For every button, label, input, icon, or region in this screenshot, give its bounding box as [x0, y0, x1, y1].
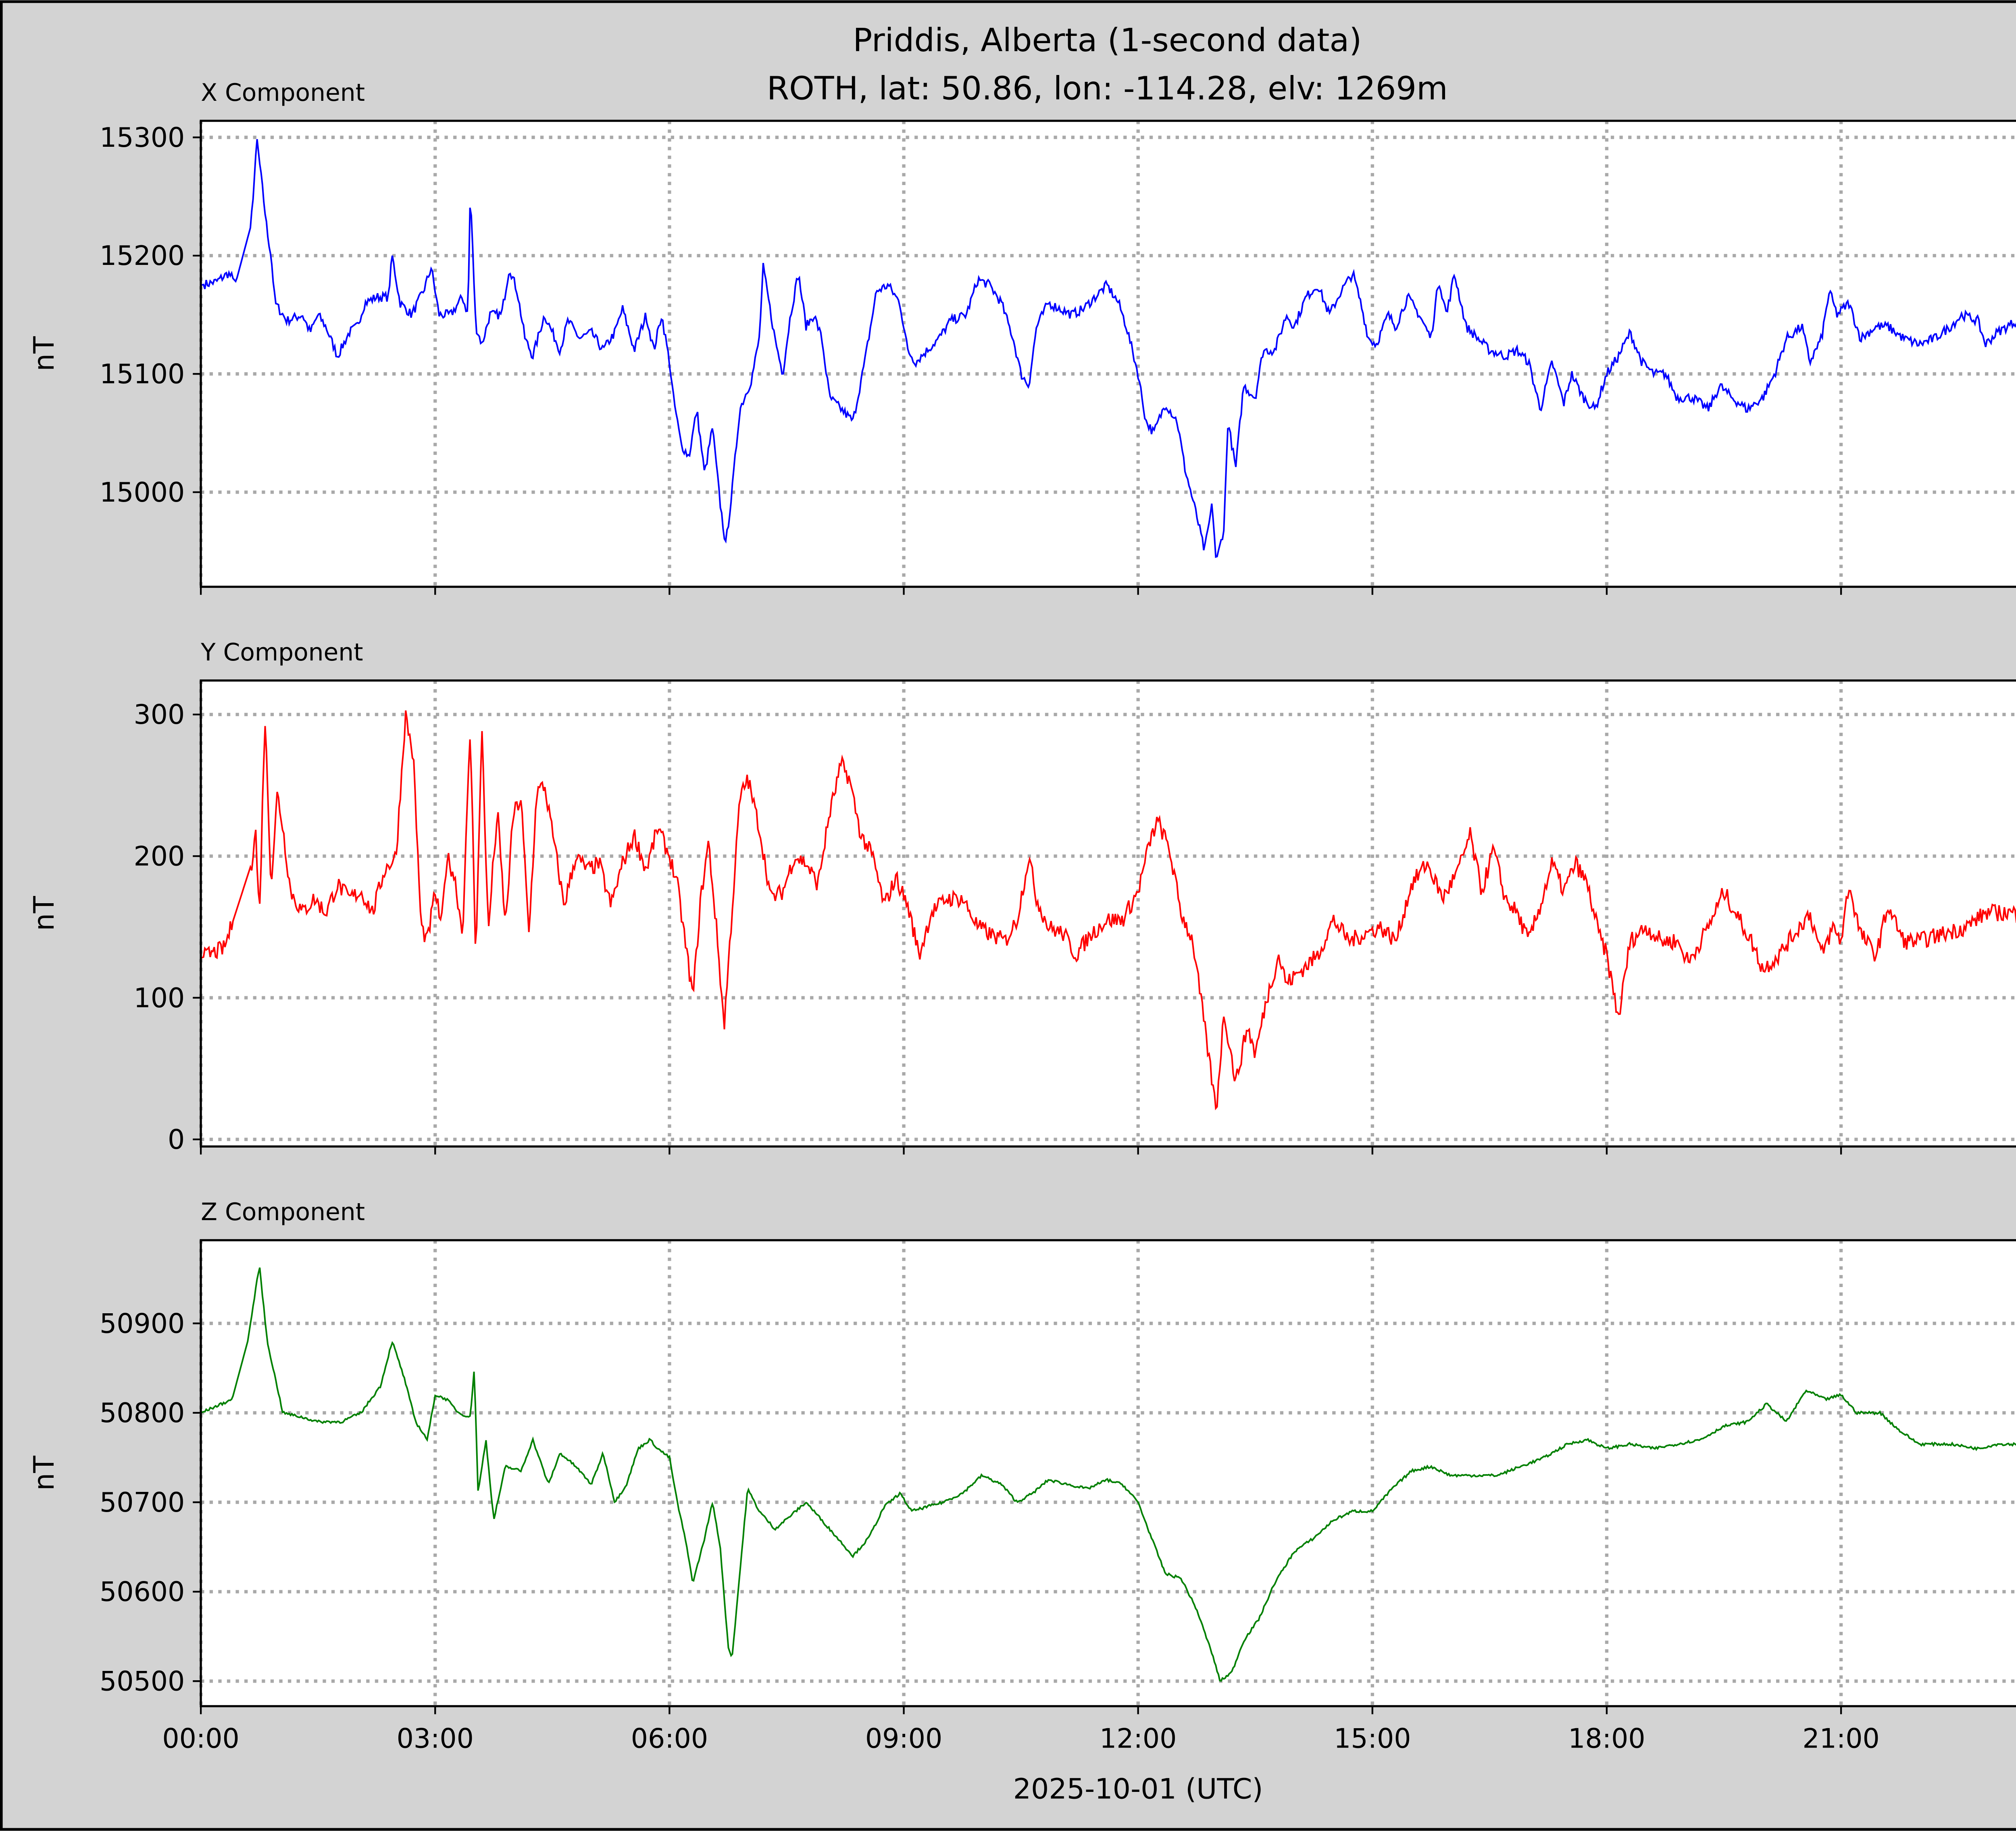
plot-area	[201, 121, 2016, 587]
plot-frame	[200, 1239, 2016, 1708]
plot-frame	[200, 119, 2016, 588]
chart-subtitle: ROTH, lat: 50.86, lon: -114.28, elv: 126…	[767, 69, 1448, 107]
y-tick-label: 15000	[100, 477, 185, 508]
plot-frame	[200, 679, 2016, 1148]
series-line	[200, 710, 2016, 1110]
y-axis-label: nT	[28, 1456, 60, 1491]
x-tick-label: 15:00	[1334, 1723, 1411, 1754]
y-tick-label: 50700	[100, 1487, 185, 1518]
y-axis-label: nT	[28, 336, 60, 371]
series-line	[200, 139, 2016, 558]
x-tick-label: 18:00	[1568, 1723, 1645, 1754]
y-tick-label: 50800	[100, 1397, 185, 1429]
plot-area	[201, 1240, 2016, 1706]
y-tick-label: 50900	[100, 1308, 185, 1339]
panel-z-component: Z Component 50500 50600 50700 50800 50900 00:0…	[28, 1198, 2016, 1754]
y-tick-label: 200	[134, 841, 185, 872]
x-tick-label: 09:00	[865, 1723, 942, 1754]
x-tick-label: 00:00	[162, 1723, 239, 1754]
panel-y-component: Y Component 0 100 200 300 nT	[28, 639, 2016, 1155]
x-tick-label: 06:00	[631, 1723, 708, 1754]
y-tick-label: 300	[134, 699, 185, 730]
panel-title: Y Component	[200, 639, 363, 667]
x-axis-label: 2025-10-01 (UTC)	[1013, 1773, 1263, 1806]
chart-title: Priddis, Alberta (1-second data)	[853, 21, 1362, 59]
series-line	[200, 1267, 2016, 1682]
panel-title: X Component	[201, 79, 365, 107]
x-tick-label: 03:00	[397, 1723, 474, 1754]
panel-x-component: X Component 15000 15100 15200 15300 nT	[28, 79, 2016, 595]
panel-title: Z Component	[201, 1198, 365, 1226]
x-tick-label: 21:00	[1802, 1723, 1879, 1754]
y-tick-label: 100	[134, 982, 185, 1014]
y-tick-label: 15300	[100, 122, 185, 153]
y-tick-label: 50500	[100, 1666, 185, 1697]
y-tick-label: 15100	[100, 358, 185, 390]
y-tick-label: 50600	[100, 1576, 185, 1608]
y-tick-label: 0	[168, 1124, 185, 1155]
y-tick-label: 15200	[100, 240, 185, 271]
x-tick-label: 12:00	[1100, 1723, 1177, 1754]
y-axis-label: nT	[28, 896, 60, 931]
